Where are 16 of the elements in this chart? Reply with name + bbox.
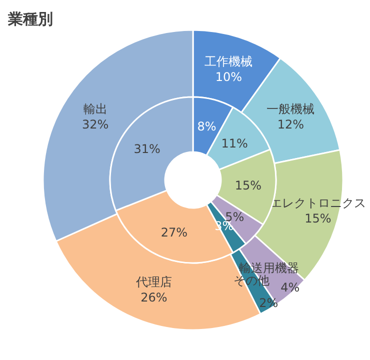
data-label: 32% bbox=[82, 118, 109, 132]
slice-label: 工作機械 bbox=[204, 54, 253, 68]
chart-title: 業種別 bbox=[7, 10, 53, 28]
data-label: 8% bbox=[197, 119, 216, 134]
data-label: 4% bbox=[280, 280, 300, 294]
slice-label: 代理店 bbox=[134, 275, 172, 290]
data-label: 15% bbox=[234, 178, 262, 192]
data-label: 27% bbox=[160, 225, 188, 240]
slice-label: 輸出 bbox=[83, 102, 108, 116]
data-label: 31% bbox=[134, 142, 160, 156]
slice-label: 一般機械 bbox=[266, 102, 315, 116]
data-label: 10% bbox=[215, 70, 242, 84]
data-label: 12% bbox=[277, 118, 304, 132]
data-label: 26% bbox=[140, 290, 168, 305]
data-label: 11% bbox=[221, 136, 248, 150]
data-label: 15% bbox=[304, 211, 332, 226]
